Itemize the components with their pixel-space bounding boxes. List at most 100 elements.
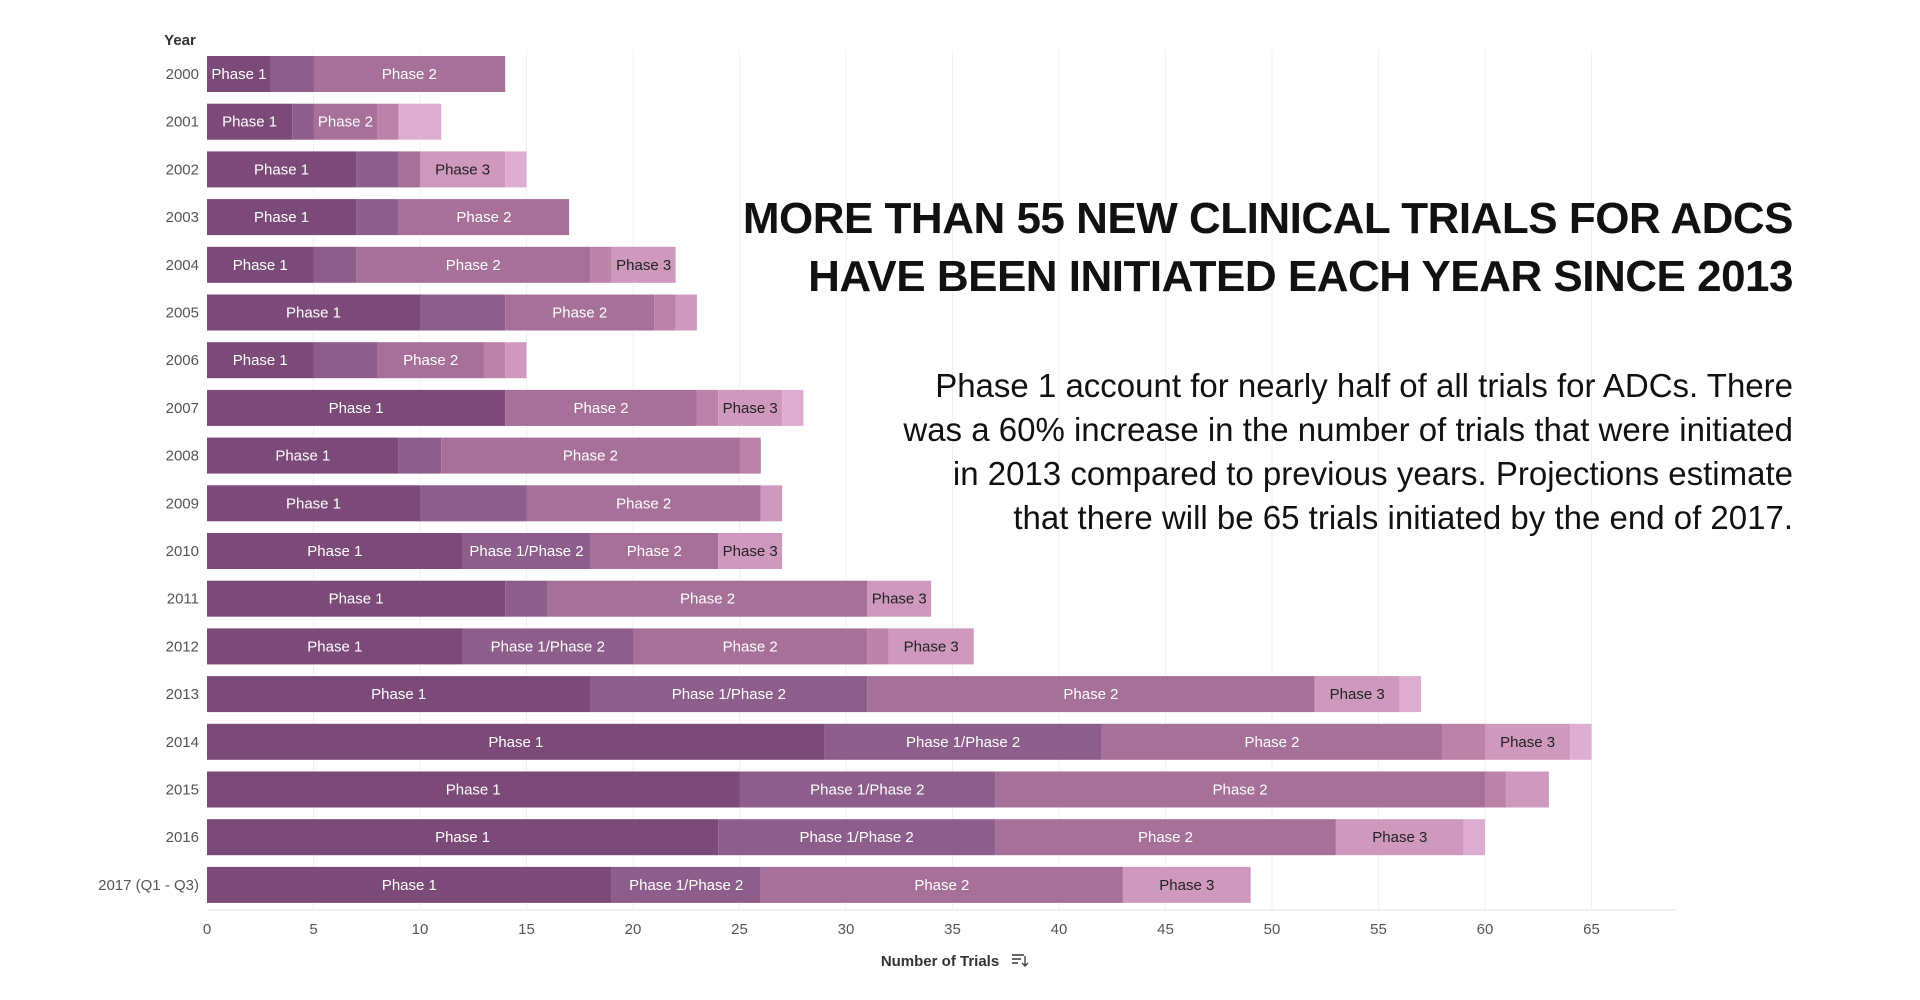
bar-segment xyxy=(526,485,761,522)
y-tick-label: 2000 xyxy=(166,66,199,83)
bar-segment-label: Phase 2 xyxy=(627,543,682,560)
bar-segment-label: Phase 2 xyxy=(1244,734,1299,751)
x-tick-label: 30 xyxy=(838,921,855,938)
bar-segment-label: Phase 2 xyxy=(403,352,458,369)
bar-segment xyxy=(207,199,357,236)
bar-segment xyxy=(867,676,1315,713)
y-tick-label: 2014 xyxy=(166,734,199,751)
bar-segment-label: Phase 1 xyxy=(446,782,501,799)
bar-segment-label: Phase 3 xyxy=(1500,734,1555,751)
bar-segment-label: Phase 3 xyxy=(1372,829,1427,846)
bar-segment-label: Phase 1 xyxy=(307,543,362,560)
x-tick-label: 10 xyxy=(412,921,429,938)
bar-segment-label: Phase 2 xyxy=(552,305,607,322)
bar-segment xyxy=(207,342,314,379)
bar-segment-label: Phase 3 xyxy=(1159,877,1214,894)
bar-segment-label: Phase 3 xyxy=(435,161,490,178)
bar-segment-label: Phase 2 xyxy=(680,591,735,608)
bar-segment-label: Phase 1 xyxy=(233,257,288,274)
bar-segment xyxy=(398,437,442,474)
bar-segment xyxy=(760,866,1123,903)
bar-segment-label: Phase 1 xyxy=(275,448,330,465)
bar-segment xyxy=(313,342,378,379)
bar-segment xyxy=(590,246,612,283)
bar-segment-label: Phase 1 xyxy=(222,114,277,131)
bar-segment-label: Phase 1 xyxy=(435,829,490,846)
bar-segment xyxy=(207,56,271,92)
description: Phase 1 account for nearly half of all t… xyxy=(903,367,1793,536)
bar-segment xyxy=(441,437,740,474)
bar-segment-label: Phase 2 xyxy=(574,400,629,417)
bar-segment-label: Phase 3 xyxy=(616,257,671,274)
bar-segment xyxy=(867,580,932,617)
x-tick-label: 65 xyxy=(1583,921,1600,938)
bar-segment xyxy=(420,151,506,188)
bar-segment-label: Phase 2 xyxy=(1138,829,1193,846)
x-tick-label: 20 xyxy=(625,921,642,938)
bar-segment xyxy=(356,199,399,236)
x-tick-label: 25 xyxy=(731,921,748,938)
bar-segment-label: Phase 3 xyxy=(723,543,778,560)
bar-segment-label: Phase 2 xyxy=(616,495,671,512)
bar-segment xyxy=(207,676,591,713)
bar-segment-label: Phase 1 xyxy=(329,400,384,417)
y-tick-label: 2004 xyxy=(166,257,199,274)
bar-segment xyxy=(1335,819,1464,856)
bar-segment xyxy=(356,246,591,283)
bar-segment xyxy=(398,199,570,236)
bar-segment-label: Phase 3 xyxy=(1330,686,1385,703)
bar-segment xyxy=(207,294,420,331)
y-tick-label: 2012 xyxy=(166,638,199,655)
bar-segment-label: Phase 1 xyxy=(382,877,437,894)
y-axis-title: Year xyxy=(164,32,196,49)
x-tick-label: 0 xyxy=(203,921,211,938)
bar-segment xyxy=(505,151,527,188)
x-tick-label: 15 xyxy=(518,921,535,938)
y-tick-label: 2009 xyxy=(166,495,199,512)
bar-segment-label: Phase 2 xyxy=(456,209,511,226)
bar-segment xyxy=(782,389,804,426)
bar-segment-label: Phase 1 xyxy=(211,66,266,83)
bar-segment xyxy=(1485,771,1507,808)
bar-segment xyxy=(505,294,655,331)
bar-segment xyxy=(207,771,740,808)
bar-segment xyxy=(313,103,378,140)
bar-segment-label: Phase 3 xyxy=(872,591,927,608)
bar-segment xyxy=(675,294,697,331)
bar-segment xyxy=(207,246,314,283)
bar-segment-label: Phase 2 xyxy=(914,877,969,894)
bar-segment xyxy=(590,533,719,569)
bar-segment-label: Phase 3 xyxy=(723,400,778,417)
bar-segment xyxy=(739,437,761,474)
bar-segment xyxy=(356,151,399,188)
bar-segment xyxy=(590,676,868,713)
bar-segment xyxy=(1442,723,1485,760)
headline: MORE THAN 55 NEW CLINICAL TRIALS FOR ADC… xyxy=(742,194,1794,301)
bar-segment xyxy=(207,580,506,617)
bar-segment-label: Phase 2 xyxy=(1213,782,1268,799)
bar-segment xyxy=(505,389,697,426)
bar-segment xyxy=(420,485,527,522)
bar-segment xyxy=(995,771,1485,808)
y-tick-label: 2005 xyxy=(166,305,199,322)
bar-segment-label: Phase 1/Phase 2 xyxy=(469,543,583,560)
sort-descending-icon[interactable] xyxy=(1012,954,1029,967)
y-tick-label: 2003 xyxy=(166,209,199,226)
bar-segment xyxy=(462,533,591,569)
y-tick-label: 2001 xyxy=(166,114,199,131)
bar-segment-label: Phase 1/Phase 2 xyxy=(672,686,786,703)
x-tick-label: 35 xyxy=(944,921,961,938)
bar-segment xyxy=(1570,723,1592,760)
bar-segment xyxy=(739,771,996,808)
bar-segment xyxy=(1122,866,1251,903)
bar-segment xyxy=(867,628,889,665)
bar-segment xyxy=(1506,771,1549,808)
bar-segment-label: Phase 2 xyxy=(446,257,501,274)
bar-segment xyxy=(207,628,463,665)
bar-segment xyxy=(207,723,825,760)
bar-segment xyxy=(1463,819,1485,856)
bar-segment-label: Phase 1/Phase 2 xyxy=(810,782,924,799)
bar-segment-label: Phase 1 xyxy=(286,495,341,512)
y-tick-label: 2015 xyxy=(166,782,199,799)
bar-segment xyxy=(654,294,676,331)
